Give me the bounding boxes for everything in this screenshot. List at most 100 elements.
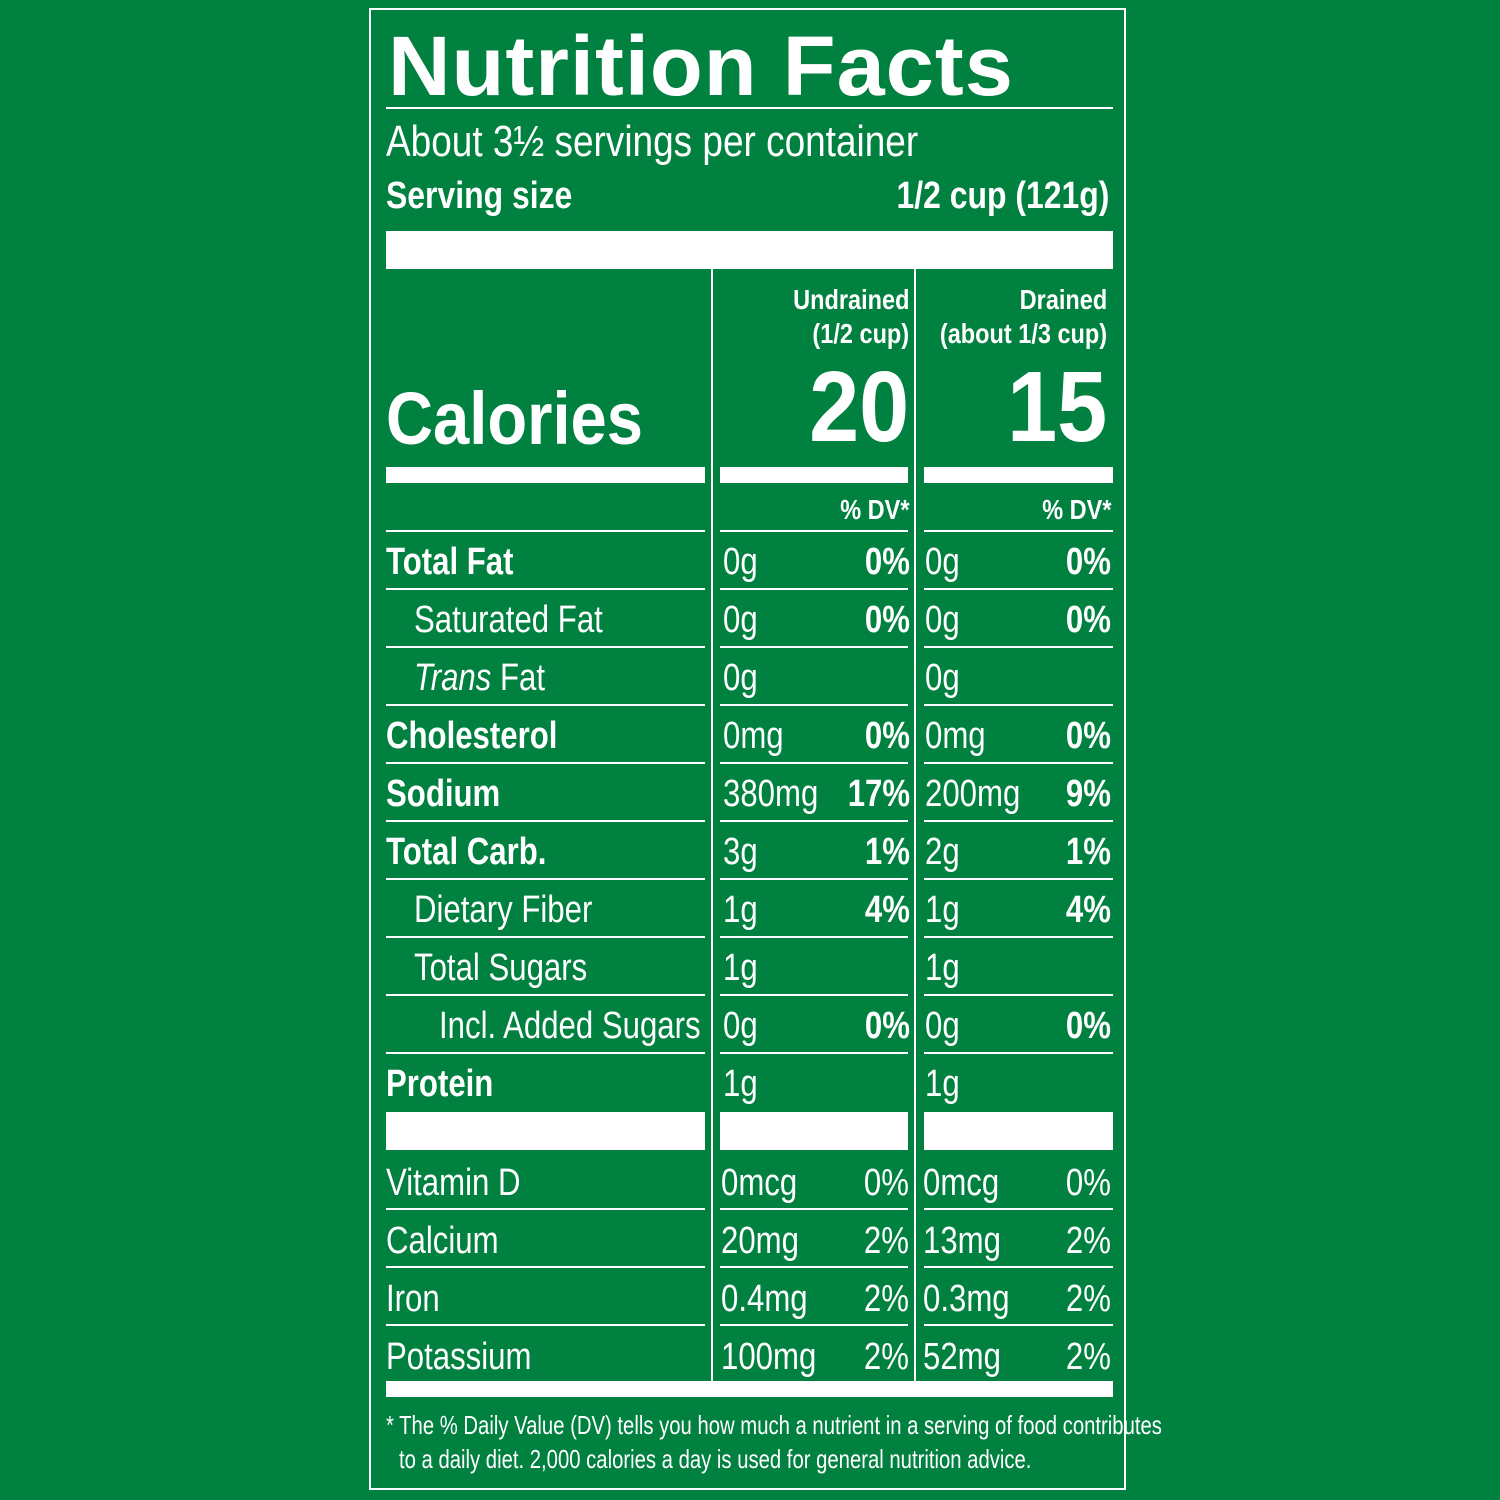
drained-dv: 0% <box>1065 541 1111 583</box>
vitamin-row-rule <box>720 1266 908 1268</box>
undrained-dv: 0% <box>864 541 910 583</box>
row-rule <box>924 704 1113 706</box>
nutrient-label: Incl. Added Sugars <box>439 1005 701 1047</box>
undrained-header: Undrained <box>792 284 909 315</box>
thick-bar-mid-label <box>386 1112 705 1150</box>
row-rule <box>720 936 908 938</box>
vitamin-undrained-dv: 2% <box>863 1278 909 1320</box>
drained-amount: 1g <box>925 889 960 931</box>
drained-dv: 0% <box>1065 715 1111 757</box>
thick-bar-mid-undrained <box>720 1112 908 1150</box>
undrained-dv: 0% <box>864 715 910 757</box>
vitamin-undrained-dv: 0% <box>863 1162 909 1204</box>
row-rule <box>720 820 908 822</box>
thick-bar-mid-drained <box>924 1112 1113 1150</box>
row-rule <box>924 878 1113 880</box>
undrained-amount: 0g <box>723 1005 758 1047</box>
row-rule <box>924 994 1113 996</box>
drained-amount: 200mg <box>925 773 1021 815</box>
drained-calories: 15 <box>1006 351 1107 463</box>
undrained-dv: 0% <box>864 599 910 641</box>
vitamin-label: Calcium <box>386 1220 499 1262</box>
row-rule <box>924 530 1113 532</box>
row-rule <box>720 994 908 996</box>
drained-dv-header: % DV* <box>1041 494 1111 525</box>
vitamin-label: Vitamin D <box>386 1162 521 1204</box>
row-rule <box>386 994 705 996</box>
vitamin-undrained-dv: 2% <box>863 1336 909 1378</box>
calories-bar-undrained <box>720 467 908 483</box>
vitamin-undrained-amount: 0.4mg <box>721 1278 808 1320</box>
row-rule <box>720 646 908 648</box>
vitamin-row-rule <box>924 1266 1113 1268</box>
footnote-line-1: * The % Daily Value (DV) tells you how m… <box>386 1410 1162 1440</box>
undrained-calories: 20 <box>808 351 909 463</box>
calories-bar-drained <box>924 467 1113 483</box>
drained-dv: 4% <box>1065 889 1111 931</box>
drained-amount: 1g <box>925 1063 960 1105</box>
nutrient-label: Sodium <box>386 773 501 815</box>
row-rule <box>386 704 705 706</box>
drained-header: Drained <box>1019 284 1107 315</box>
calories-bar-label <box>386 467 705 483</box>
nutrient-label: Dietary Fiber <box>414 889 593 931</box>
column-divider-1 <box>711 269 713 1381</box>
nutrient-label-italic: Trans <box>414 657 492 699</box>
drained-amount: 0g <box>925 1005 960 1047</box>
vitamin-row-rule <box>924 1208 1113 1210</box>
vitamin-drained-dv: 0% <box>1065 1162 1111 1204</box>
drained-dv: 1% <box>1065 831 1111 873</box>
row-rule <box>720 530 908 532</box>
undrained-dv: 17% <box>847 773 910 815</box>
row-rule <box>924 820 1113 822</box>
undrained-amount: 0mg <box>723 715 784 757</box>
undrained-portion: (1/2 cup) <box>812 318 909 349</box>
vitamin-drained-dv: 2% <box>1065 1336 1111 1378</box>
undrained-dv: 0% <box>864 1005 910 1047</box>
serving-size-value: 1/2 cup (121g) <box>896 175 1109 217</box>
thick-bar-bottom <box>386 1381 1113 1397</box>
undrained-dv: 1% <box>864 831 910 873</box>
drained-dv: 0% <box>1065 599 1111 641</box>
row-rule <box>924 646 1113 648</box>
vitamin-drained-amount: 0.3mg <box>923 1278 1010 1320</box>
undrained-dv: 4% <box>864 889 910 931</box>
vitamin-undrained-dv: 2% <box>863 1220 909 1262</box>
vitamin-undrained-amount: 20mg <box>721 1220 799 1262</box>
undrained-amount: 0g <box>723 599 758 641</box>
vitamin-row-rule <box>386 1208 705 1210</box>
vitamin-row-rule <box>924 1324 1113 1326</box>
undrained-amount: 1g <box>723 947 758 989</box>
vitamin-drained-amount: 52mg <box>923 1336 1001 1378</box>
row-rule <box>720 588 908 590</box>
vitamin-drained-dv: 2% <box>1065 1220 1111 1262</box>
vitamin-undrained-amount: 0mcg <box>721 1162 798 1204</box>
row-rule <box>386 820 705 822</box>
nutrient-label: Cholesterol <box>386 715 558 757</box>
title-rule <box>386 107 1113 109</box>
undrained-amount: 1g <box>723 889 758 931</box>
undrained-amount: 1g <box>723 1063 758 1105</box>
vitamin-undrained-amount: 100mg <box>721 1336 817 1378</box>
undrained-dv-header: % DV* <box>839 494 909 525</box>
servings-per-container: About 3½ servings per container <box>386 117 919 166</box>
row-rule <box>924 936 1113 938</box>
row-rule <box>386 936 705 938</box>
drained-amount: 0g <box>925 541 960 583</box>
undrained-amount: 380mg <box>723 773 819 815</box>
vitamin-row-rule <box>720 1208 908 1210</box>
row-rule <box>924 1052 1113 1054</box>
drained-portion: (about 1/3 cup) <box>939 318 1107 349</box>
nutrient-label: Total Sugars <box>414 947 588 989</box>
row-rule <box>720 1052 908 1054</box>
serving-size-label: Serving size <box>386 175 573 217</box>
row-rule <box>924 762 1113 764</box>
drained-amount: 0g <box>925 599 960 641</box>
row-rule <box>386 588 705 590</box>
vitamin-label: Iron <box>386 1278 440 1320</box>
drained-amount: 0g <box>925 657 960 699</box>
vitamin-drained-amount: 13mg <box>923 1220 1001 1262</box>
drained-amount: 0mg <box>925 715 986 757</box>
nutrient-label: Total Carb. <box>386 831 547 873</box>
vitamin-row-rule <box>386 1324 705 1326</box>
